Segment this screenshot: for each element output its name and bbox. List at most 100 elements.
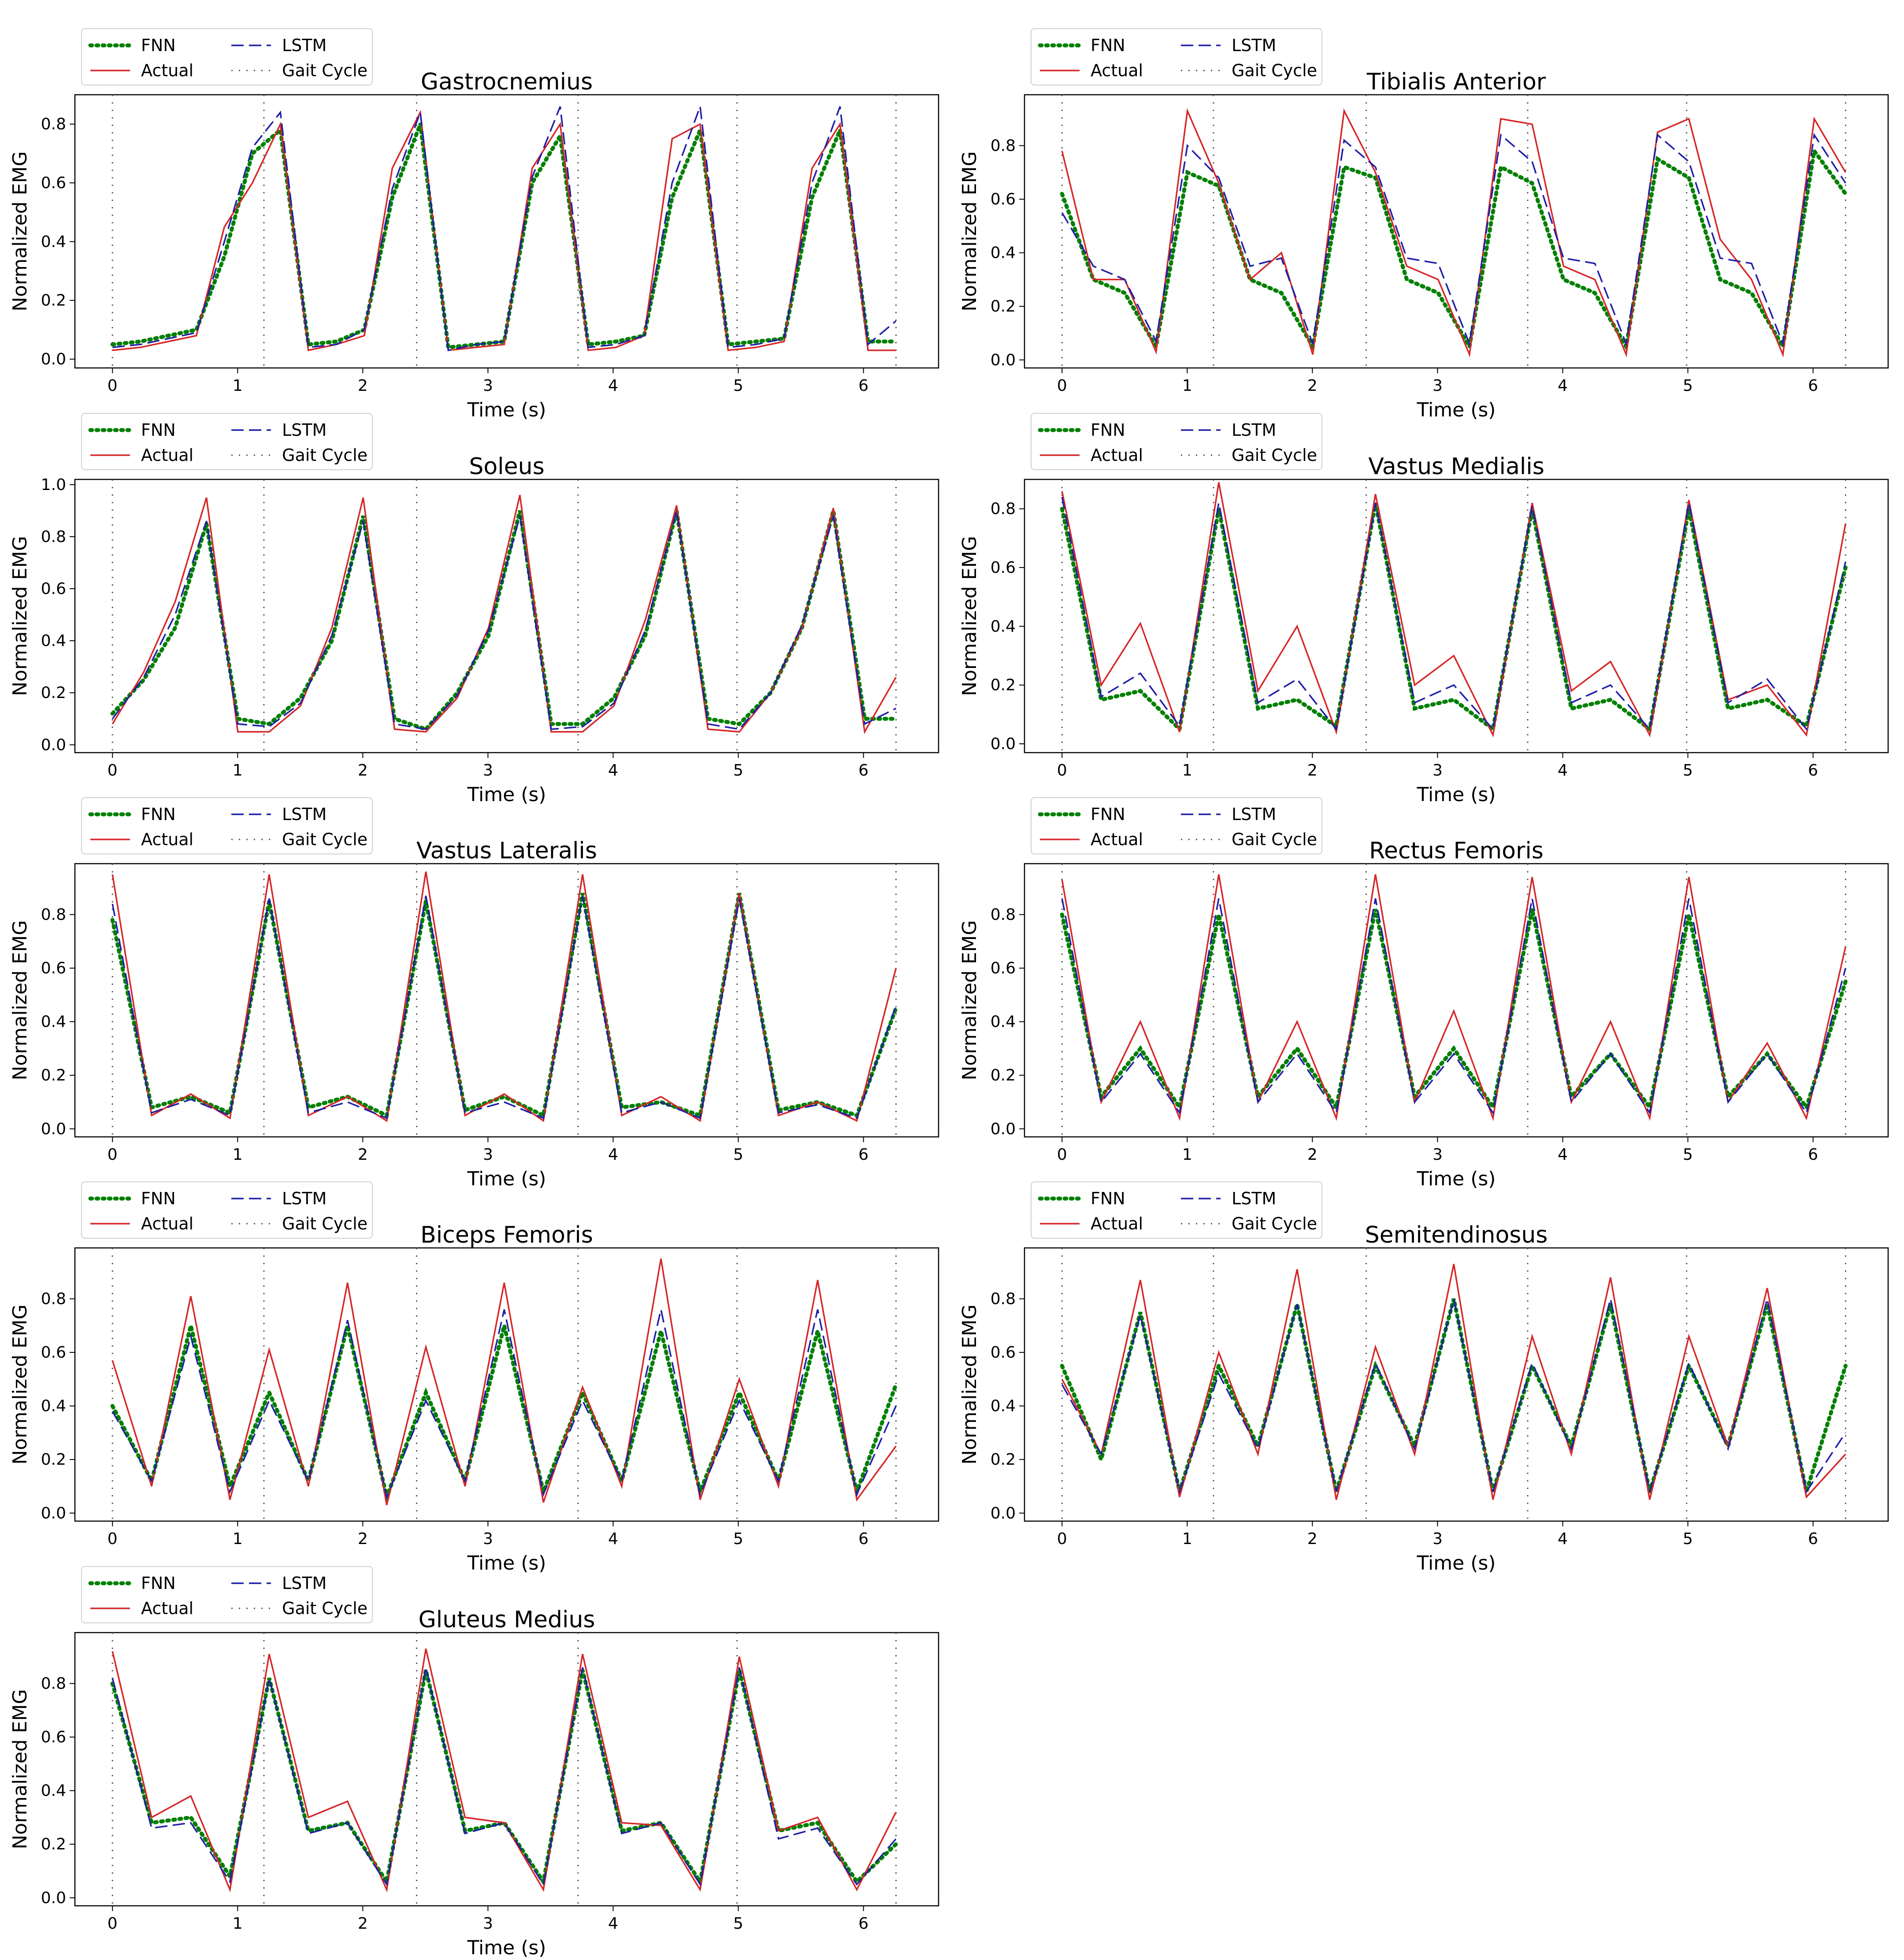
legend-label-gait: Gait Cycle: [282, 61, 367, 80]
x-tick-label: 3: [483, 1530, 493, 1548]
x-tick-label: 4: [1558, 377, 1568, 395]
y-tick-label: 0.6: [41, 959, 66, 977]
x-tick-label: 3: [1433, 1530, 1443, 1548]
x-tick-label: 4: [608, 377, 618, 395]
legend-label-fnn: FNN: [1091, 1189, 1125, 1208]
x-tick-label: 6: [858, 1915, 868, 1933]
chart-panel: 0 1 2 3 4 5 6 0.0 0.2 0.4 0.6 0.8 Time (s) Normalized…: [9, 1181, 939, 1574]
x-tick-label: 3: [1433, 377, 1443, 395]
legend-label-fnn: FNN: [1091, 805, 1125, 824]
y-tick-label: 0.0: [41, 350, 66, 368]
legend-label-actual: Actual: [1091, 61, 1143, 80]
legend-label-actual: Actual: [1091, 1214, 1143, 1233]
series-line-lstm: [1061, 898, 1847, 1115]
x-tick-label: 6: [1808, 1146, 1818, 1164]
x-tick-label: 0: [1057, 377, 1067, 395]
chart-panel: 0 1 2 3 4 5 6 0.0 0.2 0.4 0.6 0.8 Time (s) Normalized…: [958, 413, 1889, 806]
chart-panel: 0 1 2 3 4 5 6 0.0 0.2 0.4 0.6 0.8 Time (s) Normalized…: [9, 28, 939, 421]
y-tick-label: 0.2: [991, 676, 1016, 694]
x-axis-label: Time (s): [1417, 1552, 1496, 1574]
chart-panel: 0 1 2 3 4 5 6 0.0 0.2 0.4 0.6 0.8 Time (s) Normalized…: [958, 1181, 1889, 1574]
x-tick-label: 1: [233, 761, 243, 780]
x-tick-label: 0: [1057, 1530, 1067, 1548]
y-tick-label: 1.0: [41, 476, 66, 494]
y-axis-label: Normalized EMG: [958, 536, 981, 696]
x-tick-label: 0: [1057, 1146, 1067, 1164]
x-tick-label: 5: [1683, 377, 1693, 395]
y-axis-label: Normalized EMG: [9, 536, 31, 696]
series-line-actual: [112, 109, 896, 352]
axes-frame: [74, 1247, 939, 1522]
legend: FNN Actual LSTM Gait Cycle: [1031, 797, 1322, 854]
legend-label-actual: Actual: [141, 445, 193, 465]
y-tick-label: 0.2: [991, 297, 1016, 316]
y-axis-label: Normalized EMG: [958, 151, 981, 311]
y-tick-label: 0.8: [41, 115, 66, 134]
legend: FNN Actual LSTM Gait Cycle: [81, 413, 373, 470]
x-tick-label: 0: [108, 1915, 118, 1933]
chart-panel: 0 1 2 3 4 5 6 0.0 0.2 0.4 0.6 0.8 Time (s) Normalized…: [9, 797, 939, 1190]
y-tick-label: 0.2: [41, 1835, 66, 1853]
x-axis-label: Time (s): [467, 1552, 546, 1574]
series-line-fnn: [110, 510, 898, 732]
x-tick-label: 2: [358, 1915, 368, 1933]
y-tick-label: 0.4: [991, 1013, 1016, 1031]
x-axis-label: Time (s): [1417, 399, 1496, 421]
x-tick-label: 1: [233, 1146, 243, 1164]
y-tick-label: 0.8: [41, 1290, 66, 1308]
x-tick-label: 4: [1558, 1146, 1568, 1164]
series-line-lstm: [1061, 1299, 1846, 1495]
y-axis-label: Normalized EMG: [9, 151, 31, 311]
y-tick-label: 0.0: [991, 1504, 1016, 1522]
chart-title: Soleus: [469, 453, 544, 480]
legend-box: [1031, 28, 1322, 85]
chart-title: Vastus Medialis: [1368, 453, 1544, 480]
legend-box: [1031, 413, 1322, 470]
x-tick-label: 4: [608, 761, 618, 780]
y-tick-label: 0.8: [41, 1674, 66, 1693]
y-tick-label: 0.4: [41, 233, 66, 251]
series-line-actual: [111, 1648, 897, 1893]
y-tick-label: 0.2: [991, 1066, 1016, 1084]
chart-panel: 0 1 2 3 4 5 6 0.0 0.2 0.4 0.6 0.8 Time (s) Normalized…: [958, 28, 1889, 421]
legend-label-fnn: FNN: [141, 1574, 176, 1593]
y-tick-label: 0.4: [41, 1782, 66, 1800]
legend-label-actual: Actual: [141, 1599, 193, 1618]
x-tick-label: 5: [1683, 1146, 1693, 1164]
legend: FNN Actual LSTM Gait Cycle: [81, 797, 373, 854]
y-tick-label: 0.2: [41, 1451, 66, 1469]
legend: FNN Actual LSTM Gait Cycle: [1031, 28, 1322, 85]
x-tick-label: 2: [1307, 1146, 1318, 1164]
y-tick-label: 0.6: [991, 559, 1016, 577]
x-tick-label: 5: [733, 1530, 743, 1548]
x-tick-label: 0: [108, 1530, 118, 1548]
series-line-lstm: [111, 1309, 897, 1500]
legend-label-gait: Gait Cycle: [1232, 445, 1317, 465]
legend-label-fnn: FNN: [1091, 36, 1125, 55]
series-line-actual: [1061, 108, 1846, 358]
series-line-fnn: [1060, 502, 1848, 733]
x-tick-label: 2: [1307, 1530, 1318, 1548]
y-tick-label: 0.8: [991, 137, 1016, 155]
legend-box: [81, 1566, 373, 1623]
y-tick-label: 0.0: [41, 1889, 66, 1907]
x-tick-label: 4: [608, 1146, 618, 1164]
axes-frame: [1024, 1247, 1889, 1522]
y-axis-label: Normalized EMG: [9, 1304, 31, 1464]
chart-title: Gluteus Medius: [418, 1607, 595, 1633]
y-tick-label: 0.0: [41, 736, 66, 754]
axes-frame: [74, 479, 939, 754]
x-tick-label: 1: [233, 1915, 243, 1933]
series-line-actual: [1061, 1264, 1846, 1500]
series-line-lstm: [111, 895, 897, 1119]
legend-box: [81, 797, 373, 854]
y-tick-label: 0.2: [41, 684, 66, 702]
x-tick-label: 5: [733, 1915, 743, 1933]
y-tick-label: 0.8: [41, 528, 66, 546]
legend-label-lstm: LSTM: [1232, 420, 1276, 440]
y-tick-label: 0.6: [41, 580, 66, 598]
chart-title: Vastus Lateralis: [416, 838, 597, 864]
legend-label-fnn: FNN: [141, 36, 176, 55]
y-tick-label: 0.0: [41, 1504, 66, 1522]
chart-title: Biceps Femoris: [420, 1222, 593, 1248]
